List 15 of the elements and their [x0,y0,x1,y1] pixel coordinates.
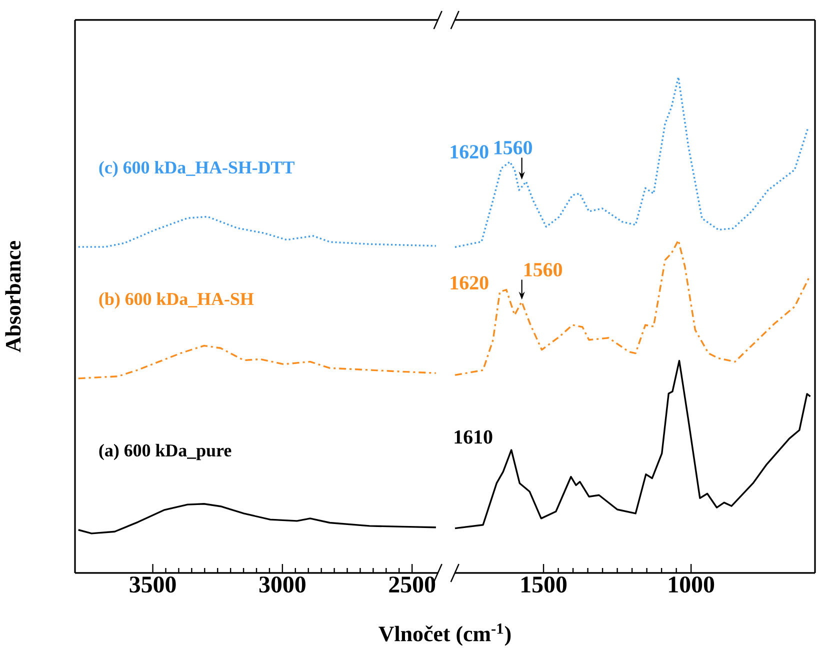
annotation: 1610 [454,430,492,444]
x-tick-label: 1000 [669,576,714,593]
annotation: 1620 [450,145,488,159]
annotation: 1620 [450,276,488,290]
text: (c) 600 kDa_HA-SH-DTT [99,160,294,178]
x-axis-title: Vlnočet (cm$^{-1}$) [378,624,511,646]
x-tick-label: 3000 [259,576,306,593]
x-tick-label: 2500 [389,576,436,593]
x-tick-label: 1500 [522,576,567,593]
x-tick-label: 3500 [130,576,176,593]
annotation: 1560 [524,262,562,276]
text: (a) 600 kDa_pure [99,444,232,460]
text: (b) 600 kDa_HA-SH [99,292,254,309]
y-axis-title: Absorbance [5,241,21,352]
annotation: 1560 [494,140,532,154]
